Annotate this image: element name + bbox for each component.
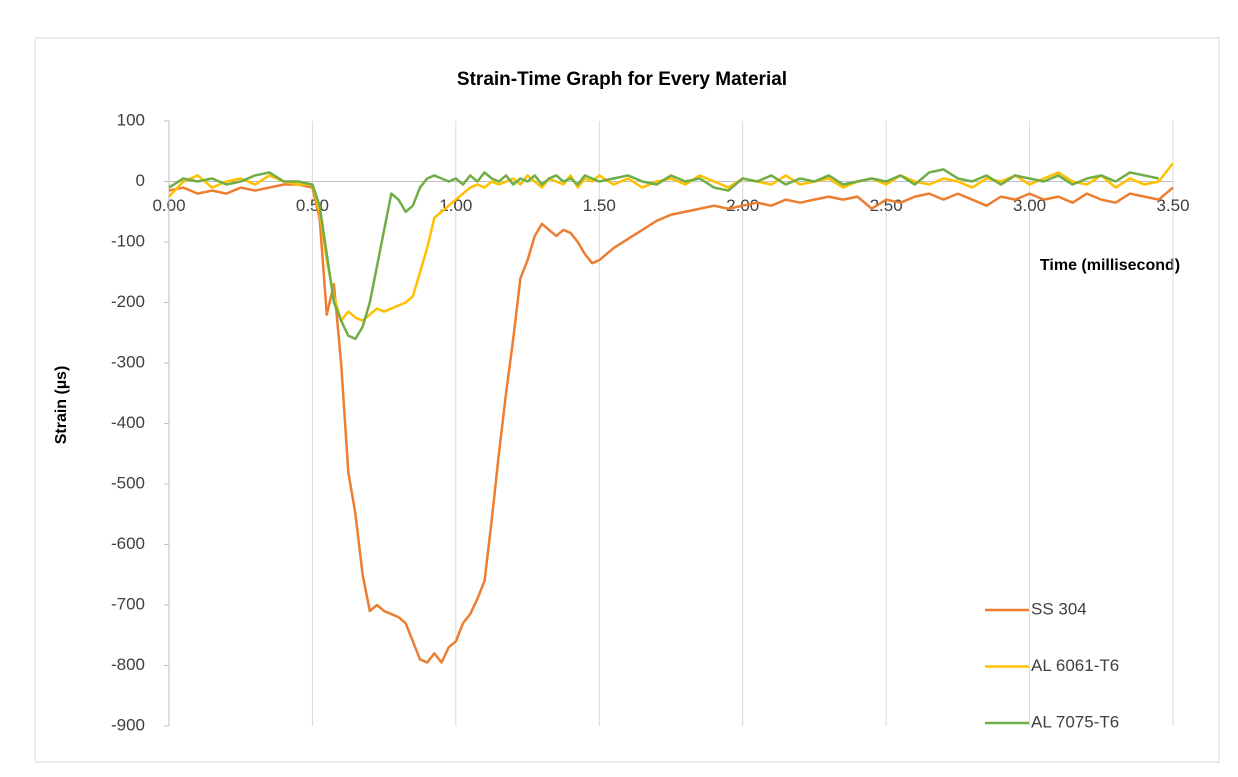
y-tick-label: -700: [111, 594, 145, 613]
y-tick-label: -300: [111, 352, 145, 371]
legend-label: AL 7075-T6: [1031, 712, 1119, 731]
y-tick-label: -900: [111, 715, 145, 734]
y-axis-title: Strain (µs): [53, 366, 70, 445]
y-tick-label: 0: [136, 171, 145, 190]
x-axis-title: Time (millisecond): [1040, 257, 1180, 274]
x-tick-label: 1.50: [583, 196, 616, 215]
legend-label: AL 6061-T6: [1031, 656, 1119, 675]
series-line: [168, 162, 1174, 322]
chart-title: Strain-Time Graph for Every Material: [457, 69, 787, 90]
y-tick-label: -800: [111, 655, 145, 674]
y-tick-label: -100: [111, 231, 145, 250]
legend-label: SS 304: [1031, 599, 1087, 618]
x-tick-label: 3.00: [1013, 196, 1046, 215]
x-tick-label: 0.50: [296, 196, 329, 215]
series-line: [168, 168, 1159, 341]
series-line: [168, 183, 1174, 664]
y-tick-label: -400: [111, 413, 145, 432]
x-tick-label: 3.50: [1156, 196, 1189, 215]
chart-frame: [34, 37, 1220, 763]
y-tick-label: -200: [111, 292, 145, 311]
y-tick-label: -500: [111, 473, 145, 492]
x-tick-label: 1.00: [439, 196, 472, 215]
y-tick-label: -600: [111, 534, 145, 553]
y-tick-label: 100: [117, 110, 145, 129]
